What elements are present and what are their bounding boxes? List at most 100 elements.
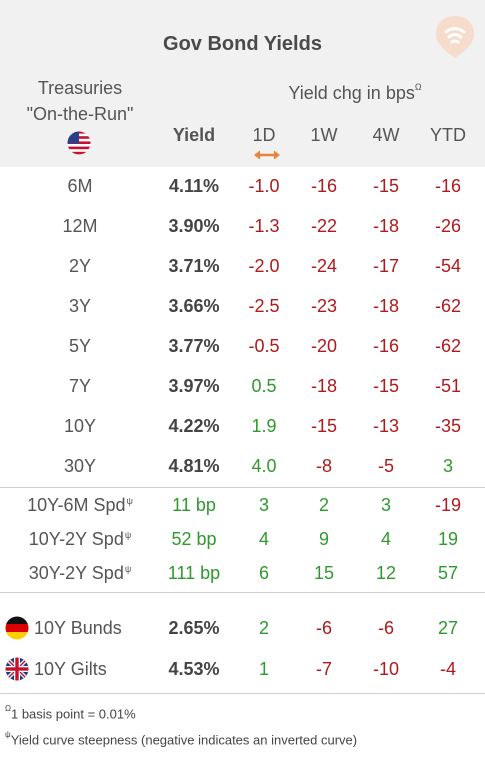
change-4w: 3 bbox=[380, 495, 391, 515]
yield-change-label: Yield chg in bps bbox=[288, 83, 415, 103]
tenor-label: 5Y bbox=[68, 336, 92, 356]
spread-label: 10Y-2Y Spdψ bbox=[0, 522, 160, 556]
foreign-bond-row: 10Y Bunds 2.65% 2 -6 -6 27 bbox=[0, 609, 485, 647]
change-4w: -15 bbox=[372, 176, 399, 196]
yield-value: 4.22% bbox=[168, 416, 220, 436]
logo-icon bbox=[436, 16, 474, 58]
spread-label-text: 10Y-6M Spd bbox=[27, 495, 126, 515]
tenor-label: 6M bbox=[67, 176, 93, 196]
germany-flag-icon bbox=[5, 616, 29, 640]
change-ytd: -35 bbox=[434, 416, 461, 436]
change-1d: -2.0 bbox=[248, 256, 280, 276]
table-row: 6M 4.11% -1.0 -16 -15 -16 bbox=[0, 167, 485, 205]
yield-value: 4.81% bbox=[168, 456, 220, 476]
change-1d: -0.5 bbox=[248, 336, 280, 356]
spread-value: 52 bp bbox=[171, 529, 217, 549]
change-4w: -18 bbox=[372, 296, 399, 316]
change-1w: 9 bbox=[318, 529, 329, 549]
omega-footnote-mark: Ω bbox=[414, 82, 422, 92]
change-4w: -16 bbox=[372, 336, 399, 356]
change-1d: 4.0 bbox=[251, 456, 277, 476]
change-1d: 2 bbox=[258, 618, 269, 638]
spread-row: 10Y-2Y Spdψ 52 bp 4 9 4 19 bbox=[0, 522, 485, 556]
section-divider bbox=[0, 487, 485, 488]
change-1w: -22 bbox=[310, 216, 337, 236]
change-ytd: 19 bbox=[437, 529, 459, 549]
us-flag-icon bbox=[67, 131, 91, 155]
change-1d: 1 bbox=[258, 659, 269, 679]
change-1d: -2.5 bbox=[248, 296, 280, 316]
change-1w: -7 bbox=[315, 659, 332, 679]
change-4w: -10 bbox=[372, 659, 399, 679]
psi-footnote-mark: ψ bbox=[124, 564, 132, 574]
change-4w: -15 bbox=[372, 376, 399, 396]
change-4w: -5 bbox=[377, 456, 394, 476]
tenor-label: 3Y bbox=[68, 296, 92, 316]
change-4w: -6 bbox=[377, 618, 394, 638]
change-1d: 3 bbox=[258, 495, 269, 515]
page-title: Gov Bond Yields bbox=[163, 33, 322, 55]
change-1w: -18 bbox=[310, 376, 337, 396]
spread-row: 30Y-2Y Spdψ 111 bp 6 15 12 57 bbox=[0, 556, 485, 590]
table-row: 5Y 3.77% -0.5 -20 -16 -62 bbox=[0, 327, 485, 365]
change-ytd: -54 bbox=[434, 256, 461, 276]
change-4w: -13 bbox=[372, 416, 399, 436]
col-4w-header[interactable]: 4W bbox=[372, 125, 400, 145]
yield-column-header: Yield bbox=[172, 125, 216, 145]
col-ytd-header[interactable]: YTD bbox=[430, 125, 466, 145]
on-the-run-heading: "On-the-Run" bbox=[26, 104, 134, 124]
section-divider bbox=[0, 693, 485, 694]
table-row: 3Y 3.66% -2.5 -23 -18 -62 bbox=[0, 287, 485, 325]
footnote-text: 1 basis point = 0.01% bbox=[10, 706, 136, 722]
bond-label: 10Y Gilts bbox=[34, 659, 107, 679]
yield-value: 4.11% bbox=[168, 176, 220, 196]
change-ytd: 57 bbox=[437, 563, 459, 583]
yield-value: 3.66% bbox=[168, 296, 220, 316]
spread-value: 111 bp bbox=[167, 563, 221, 583]
col-1w-header[interactable]: 1W bbox=[310, 125, 338, 145]
footnote-mark: Ω bbox=[5, 704, 11, 713]
change-ytd: -4 bbox=[439, 659, 456, 679]
change-ytd: -19 bbox=[434, 495, 461, 515]
tenor-label: 12M bbox=[62, 216, 98, 236]
yield-change-heading: Yield chg in bpsΩ bbox=[270, 82, 440, 104]
change-ytd: -26 bbox=[434, 216, 461, 236]
change-ytd: -51 bbox=[434, 376, 461, 396]
uk-flag-icon bbox=[5, 657, 29, 681]
change-ytd: 27 bbox=[437, 618, 459, 638]
change-1w: -15 bbox=[310, 416, 337, 436]
change-1d: -1.3 bbox=[248, 216, 280, 236]
change-ytd: -62 bbox=[434, 296, 461, 316]
yield-value: 3.90% bbox=[168, 216, 220, 236]
footnote-omega: Ω1 basis point = 0.01% bbox=[5, 704, 136, 722]
spread-label-text: 30Y-2Y Spd bbox=[28, 563, 124, 583]
change-1d: 1.9 bbox=[251, 416, 277, 436]
yield-value: 3.97% bbox=[168, 376, 220, 396]
change-1w: -23 bbox=[310, 296, 337, 316]
table-row: 30Y 4.81% 4.0 -8 -5 3 bbox=[0, 447, 485, 485]
spread-label: 10Y-6M Spdψ bbox=[0, 488, 160, 522]
spread-label: 30Y-2Y Spdψ bbox=[0, 556, 160, 590]
yield-value: 3.71% bbox=[168, 256, 220, 276]
change-4w: -18 bbox=[372, 216, 399, 236]
change-1w: -16 bbox=[310, 176, 337, 196]
tenor-label: 10Y bbox=[63, 416, 97, 436]
spread-row: 10Y-6M Spdψ 11 bp 3 2 3 -19 bbox=[0, 488, 485, 522]
table-row: 7Y 3.97% 0.5 -18 -15 -51 bbox=[0, 367, 485, 405]
footnote-text: Yield curve steepness (negative indicate… bbox=[10, 732, 358, 748]
change-ytd: -62 bbox=[434, 336, 461, 356]
bond-label: 10Y Bunds bbox=[34, 618, 122, 638]
foreign-bond-row: 10Y Gilts 4.53% 1 -7 -10 -4 bbox=[0, 650, 485, 688]
footnote-psi: ψYield curve steepness (negative indicat… bbox=[5, 730, 358, 748]
psi-footnote-mark: ψ bbox=[124, 530, 132, 540]
spread-value: 11 bp bbox=[172, 495, 216, 515]
change-1d: -1.0 bbox=[248, 176, 280, 196]
section-divider bbox=[0, 592, 485, 593]
change-1w: -8 bbox=[315, 456, 332, 476]
spread-label-text: 10Y-2Y Spd bbox=[28, 529, 124, 549]
change-1d: 6 bbox=[258, 563, 269, 583]
change-1w: 15 bbox=[313, 563, 335, 583]
sort-arrow-icon[interactable] bbox=[254, 150, 280, 160]
col-1d-header[interactable]: 1D bbox=[252, 125, 276, 145]
change-4w: 12 bbox=[375, 563, 397, 583]
